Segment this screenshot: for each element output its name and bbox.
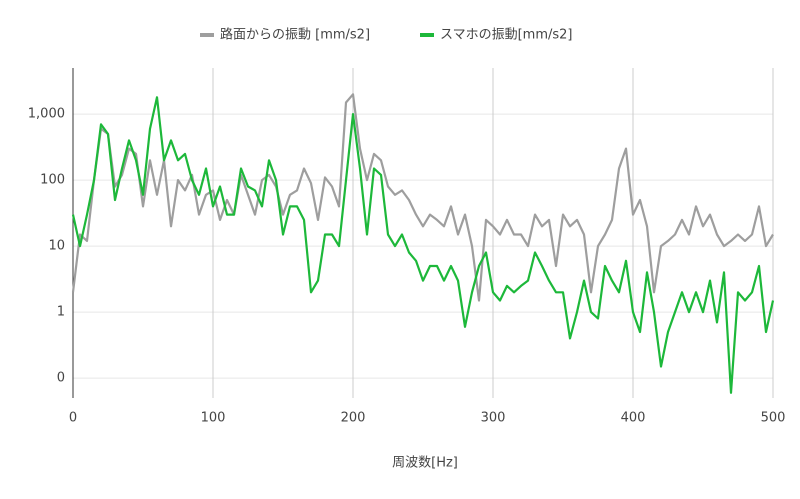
y-tick-label: 0 (57, 371, 65, 386)
x-tick-label: 100 (201, 411, 226, 426)
x-tick-label: 400 (621, 411, 646, 426)
series-line (71, 96, 775, 394)
x-tick-label: 300 (481, 411, 506, 426)
y-tick-label: 1,000 (28, 107, 65, 122)
y-tick-label: 100 (40, 173, 65, 188)
legend-label: スマホの振動[mm/s2] (440, 28, 573, 43)
legend-label: 路面からの振動 [mm/s2] (220, 27, 370, 43)
x-tick-label: 500 (761, 411, 786, 426)
series-line (71, 93, 774, 302)
y-tick-label: 10 (48, 239, 65, 254)
y-tick-label: 1 (57, 305, 65, 320)
x-tick-label: 0 (69, 411, 77, 426)
x-axis-label: 周波数[Hz] (392, 456, 458, 471)
x-tick-label: 200 (341, 411, 366, 426)
